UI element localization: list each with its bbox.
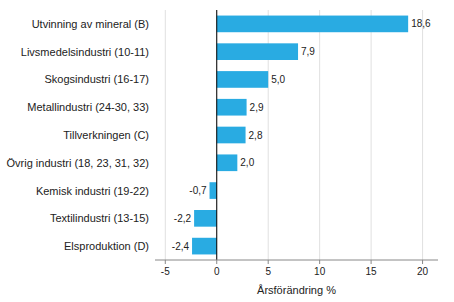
- x-tick-label: 0: [214, 266, 220, 277]
- page-body: {"chart_data": {"type": "bar", "orientat…: [0, 0, 454, 302]
- x-axis-line: [155, 260, 438, 261]
- bar: [217, 43, 298, 60]
- bar: [217, 154, 238, 171]
- bar: [192, 238, 217, 255]
- x-axis: -5 0 5 10 15 20: [155, 260, 438, 277]
- grid-line: [165, 10, 166, 260]
- bar: [210, 182, 217, 199]
- x-tick: [165, 260, 166, 264]
- category-label: Livsmedelsindustri (10-11): [21, 46, 149, 58]
- x-tick-label: -5: [161, 266, 170, 277]
- grid-line: [371, 10, 372, 260]
- category-label: Tillverkningen (C): [63, 129, 149, 141]
- value-labels: -2,4 -2,2 -0,7 2,0 2,8 2,9 5,0 7,9 18,6: [172, 18, 431, 251]
- value-label: 2,9: [250, 102, 264, 113]
- bar: [194, 210, 217, 227]
- x-axis-label: Årsförändring %: [257, 284, 336, 296]
- value-label: 7,9: [301, 46, 315, 57]
- value-label: 18,6: [411, 18, 431, 29]
- category-labels: Elsproduktion (D) Textilindustri (13-15) K…: [7, 18, 149, 252]
- x-tick-label: 5: [265, 266, 271, 277]
- grid-line: [422, 10, 423, 260]
- category-label: Skogsindustri (16-17): [44, 73, 149, 85]
- bar: [217, 99, 247, 116]
- category-label: Textilindustri (13-15): [50, 212, 149, 224]
- x-tick-label: 20: [417, 266, 429, 277]
- category-label: Kemisk industri (19-22): [36, 185, 149, 197]
- bar: [217, 127, 246, 144]
- page: Årsförändring html, body { margin: 0; pa…: [0, 0, 454, 302]
- value-label: 2,0: [240, 157, 254, 168]
- x-tick-label: 15: [366, 266, 378, 277]
- chart: Elsproduktion (D) Textilindustri (13-15) K…: [0, 0, 454, 302]
- bar: [217, 71, 268, 88]
- value-label: -0,7: [189, 185, 207, 196]
- x-tick: [371, 260, 372, 264]
- x-tick-label: 10: [314, 266, 326, 277]
- bars: [192, 16, 408, 255]
- value-label: -2,4: [172, 241, 190, 252]
- x-tick: [216, 260, 217, 264]
- x-tick: [268, 260, 269, 264]
- category-label: Metallindustri (24-30, 33): [27, 101, 149, 113]
- grid-line: [216, 10, 217, 260]
- value-label: -2,2: [174, 213, 192, 224]
- category-label: Utvinning av mineral (B): [32, 18, 149, 30]
- x-tick: [422, 260, 423, 264]
- zero-line: [216, 10, 217, 260]
- category-label: Övrig industri (18, 23, 31, 32): [7, 157, 149, 169]
- value-label: 5,0: [271, 74, 285, 85]
- category-label: Elsproduktion (D): [64, 240, 149, 252]
- value-label: 2,8: [249, 130, 263, 141]
- grid: [165, 10, 422, 260]
- grid-line: [319, 10, 320, 260]
- x-tick: [319, 260, 320, 264]
- bar: [217, 16, 408, 33]
